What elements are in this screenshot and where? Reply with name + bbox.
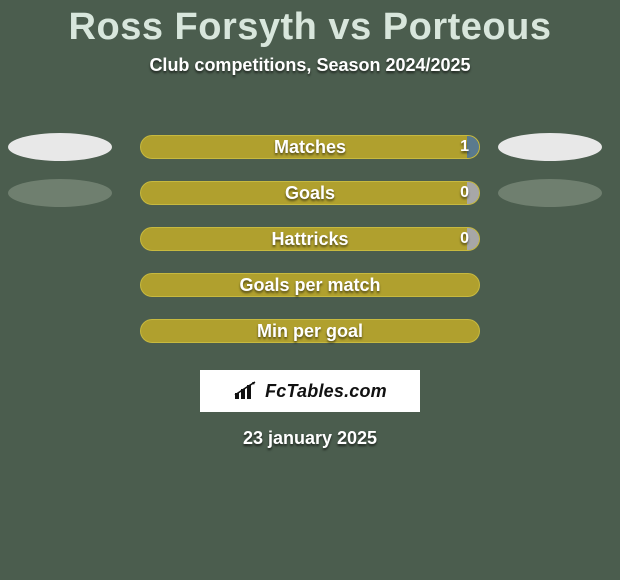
stat-row: Min per goal bbox=[0, 308, 620, 354]
stat-row: Goals per match bbox=[0, 262, 620, 308]
stat-bar: Min per goal bbox=[140, 319, 480, 343]
stat-label: Min per goal bbox=[257, 321, 363, 342]
site-logo-text: FcTables.com bbox=[265, 381, 387, 402]
player-right-ellipse bbox=[498, 133, 602, 161]
stat-bar: Goals per match bbox=[140, 273, 480, 297]
site-logo: FcTables.com bbox=[200, 370, 420, 412]
player-left-ellipse bbox=[8, 133, 112, 161]
stat-label: Hattricks bbox=[271, 229, 348, 250]
stat-bar: Goals 0 bbox=[140, 181, 480, 205]
stat-label: Goals bbox=[285, 183, 335, 204]
snapshot-date: 23 january 2025 bbox=[0, 428, 620, 449]
barchart-icon bbox=[233, 381, 259, 401]
page-title: Ross Forsyth vs Porteous bbox=[0, 0, 620, 49]
comparison-infographic: Ross Forsyth vs Porteous Club competitio… bbox=[0, 0, 620, 580]
stat-row: Matches 1 bbox=[0, 124, 620, 170]
page-subtitle: Club competitions, Season 2024/2025 bbox=[0, 55, 620, 76]
stat-value-right: 0 bbox=[460, 184, 469, 202]
player-right-ellipse bbox=[498, 179, 602, 207]
stat-label: Goals per match bbox=[239, 275, 380, 296]
stat-bar: Hattricks 0 bbox=[140, 227, 480, 251]
stat-bar: Matches 1 bbox=[140, 135, 480, 159]
stat-value-right: 0 bbox=[460, 230, 469, 248]
stat-row: Goals 0 bbox=[0, 170, 620, 216]
stat-value-right: 1 bbox=[460, 138, 469, 156]
stat-row: Hattricks 0 bbox=[0, 216, 620, 262]
player-left-ellipse bbox=[8, 179, 112, 207]
stat-label: Matches bbox=[274, 137, 346, 158]
stat-rows: Matches 1 Goals 0 Hattricks 0 Goals per match M… bbox=[0, 124, 620, 354]
